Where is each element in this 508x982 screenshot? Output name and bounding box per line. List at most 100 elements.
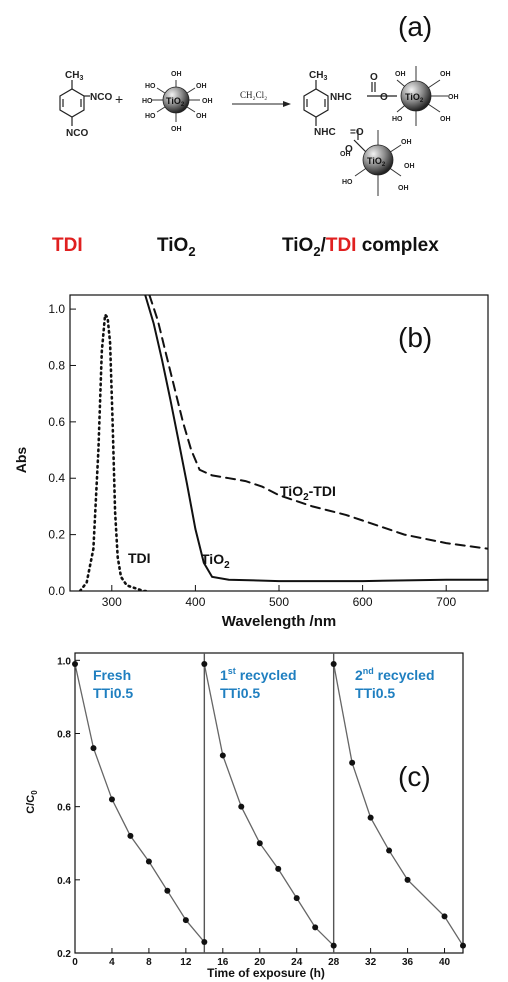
svg-text:OH: OH (395, 71, 406, 78)
svg-text:TiO2: TiO2 (367, 156, 386, 168)
panel-b-ytick-label: 1.0 (48, 302, 65, 316)
panel-c-ytick-label: 0.8 (57, 729, 71, 740)
panel-b-xtick-label: 600 (353, 595, 373, 609)
data-point-1st-recycled-tti0-5 (238, 803, 245, 810)
tdi-molecule (59, 80, 90, 126)
annot-tio2: TiO2 (201, 551, 230, 571)
panel-b-xtick-label: 300 (102, 595, 122, 609)
data-point-fresh-tti0-5 (72, 660, 78, 667)
series-line-fresh-tti0-5 (74, 663, 205, 943)
tio2-particle-complex-1: TiO2 OH OH OH OH HO (392, 66, 459, 126)
svg-text:OH: OH (340, 151, 351, 158)
panel-b-ytick-label: 0.8 (48, 358, 65, 372)
data-point-1st-recycled-tti0-5 (312, 924, 319, 931)
svg-text:OH: OH (404, 163, 415, 170)
data-point-2nd-recycled-tti0-5 (460, 942, 466, 949)
data-point-2nd-recycled-tti0-5 (367, 814, 374, 821)
panel-c-xtick-label: 36 (402, 957, 414, 968)
panel-c-xtick-label: 8 (146, 957, 152, 968)
data-point-1st-recycled-tti0-5 (330, 942, 337, 949)
svg-text:O: O (345, 144, 353, 155)
data-point-2nd-recycled-tti0-5 (349, 759, 356, 766)
svg-text:HO: HO (342, 179, 353, 186)
data-point-fresh-tti0-5 (108, 796, 115, 803)
tdi-ch3-text: CH3 (65, 70, 83, 82)
svg-text:HO: HO (145, 113, 156, 120)
svg-text:OH: OH (171, 126, 182, 133)
panel-b-xtick-label: 400 (185, 595, 205, 609)
panel-c-xtick-label: 4 (109, 957, 115, 968)
panel-b: 300 400 500 600 700 0.0 0.2 0.4 0.6 0.8 1.0 (b) Ab… (13, 294, 489, 630)
svg-text:TiO2: TiO2 (166, 96, 185, 108)
data-point-1st-recycled-tti0-5 (201, 660, 208, 667)
panel-c-ylabel: C/C0 (25, 790, 39, 814)
annot-tio2-tdi: TiO2-TDI (280, 483, 336, 503)
data-point-fresh-tti0-5 (164, 887, 171, 894)
series-line-tio- (144, 295, 488, 583)
panel-a: (a) CH3 NCO NCO + (52, 11, 459, 259)
data-point-2nd-recycled-tti0-5 (404, 876, 411, 883)
panel-c-xtick-label: 20 (254, 957, 266, 968)
panel-c-xtick-label: 12 (180, 957, 192, 968)
panel-c-xtick-label: 16 (217, 957, 229, 968)
panel-c-ytick-label: 0.4 (57, 876, 71, 887)
data-point-fresh-tti0-5 (145, 858, 152, 865)
caption-complex: TiO2/TDI complex (282, 235, 439, 259)
label-fresh-1: Fresh (93, 667, 131, 683)
panel-c: 0 4 8 12 16 20 24 28 32 36 40 0.2 0.4 0.6 0.8 1.0 (c) C… (25, 652, 466, 980)
svg-text:OH: OH (171, 71, 182, 78)
svg-text:OH: OH (440, 116, 451, 123)
data-point-fresh-tti0-5 (127, 832, 134, 839)
panel-b-label: (b) (398, 322, 432, 353)
complex-nhc-1: NHC (330, 92, 352, 103)
svg-text:OH: OH (196, 113, 207, 120)
data-point-fresh-tti0-5 (90, 745, 97, 752)
panel-b-ytick-label: 0.0 (48, 584, 65, 598)
panel-b-ylabel: Abs (13, 447, 29, 474)
svg-text:HO: HO (392, 116, 403, 123)
series-line-tdi (78, 311, 151, 591)
svg-text:HO: HO (145, 83, 156, 90)
series-line-1st-recycled-tti0-5 (203, 663, 335, 947)
panel-c-ytick-label: 0.2 (57, 949, 71, 960)
panel-a-label: (a) (398, 11, 432, 42)
panel-c-xtick-label: 24 (291, 957, 303, 968)
svg-text:OH: OH (202, 98, 213, 105)
data-point-fresh-tti0-5 (201, 939, 208, 946)
panel-c-ytick-label: 0.6 (57, 803, 71, 814)
caption-tio2: TiO2 (157, 235, 196, 259)
data-point-2nd-recycled-tti0-5 (441, 913, 448, 920)
svg-text:OH: OH (448, 94, 459, 101)
data-point-1st-recycled-tti0-5 (219, 752, 226, 759)
panel-b-ytick-label: 0.6 (48, 415, 65, 429)
panel-c-xtick-label: 0 (72, 957, 78, 968)
panel-b-ytick-label: 0.2 (48, 528, 65, 542)
data-point-1st-recycled-tti0-5 (293, 895, 300, 902)
svg-text:TiO2: TiO2 (405, 92, 424, 104)
panel-c-xtick-label: 28 (328, 957, 340, 968)
label-recycled-1b: TTi0.5 (220, 685, 260, 701)
caption-tdi: TDI (52, 235, 83, 256)
panel-c-label: (c) (398, 761, 431, 792)
arrow-solvent-text: CH₂Cl₂ (240, 90, 267, 100)
tio2-particle-reactant: TiO2 OH OH HO OH HO OH HO OH (142, 71, 213, 133)
panel-c-xtick-label: 32 (365, 957, 377, 968)
panel-c-ytick-label: 1.0 (57, 656, 71, 667)
series-line-2nd-recycled-tti0-5 (333, 663, 464, 947)
reaction-arrow: CH₂Cl₂ (232, 90, 291, 107)
panel-c-xtick-label: 40 (439, 957, 451, 968)
svg-text:OH: OH (196, 83, 207, 90)
svg-text:O: O (380, 92, 388, 103)
panel-c-xlabel: Time of exposure (h) (207, 966, 325, 980)
annot-tdi: TDI (128, 550, 151, 566)
panel-c-frame (74, 652, 464, 954)
data-point-fresh-tti0-5 (182, 917, 189, 924)
tio2-sphere (162, 86, 190, 114)
panel-b-xlabel: Wavelength /nm (222, 613, 336, 630)
panel-b-xtick-label: 700 (436, 595, 456, 609)
tdi-nco1-text: NCO (90, 92, 112, 103)
complex-nhc-2: NHC (314, 127, 336, 138)
tdi-nco2-text: NCO (66, 128, 88, 139)
tio2-particle-complex-2: TiO2 OH OH OH HO OH (340, 130, 415, 196)
